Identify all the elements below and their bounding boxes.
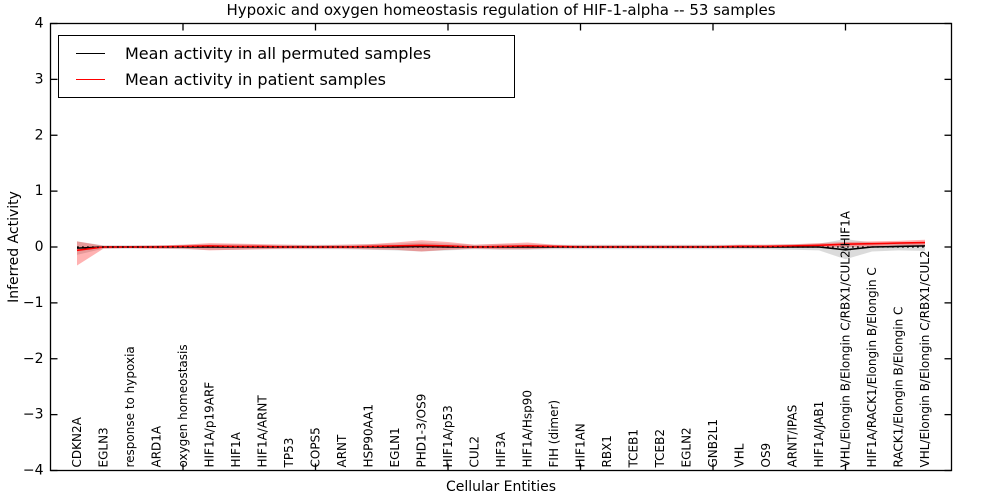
x-tick-label: VHL/Elongin B/Elongin C/RBX1/CUL2/HIF1A xyxy=(839,210,853,467)
patient-line-swatch xyxy=(76,79,105,81)
x-tick-label: ARNT/IPAS xyxy=(786,405,800,468)
x-tick-label: HIF1A/p19ARF xyxy=(203,382,217,468)
chart-title: Hypoxic and oxygen homeostasis regulatio… xyxy=(226,1,776,19)
x-tick-label: response to hypoxia xyxy=(123,346,137,467)
y-tick-label: 3 xyxy=(35,71,44,87)
band-permuted-samples-spread xyxy=(77,239,925,260)
x-tick-label: HSP90AA1 xyxy=(362,404,376,468)
x-tick-label: FIH (dimer) xyxy=(547,400,561,468)
x-tick-label: HIF1A/p53 xyxy=(441,405,455,467)
x-tick-label: HIF1A/ARNT xyxy=(256,395,270,468)
x-tick-label: VHL/Elongin B/Elongin C/RBX1/CUL2 xyxy=(918,250,932,467)
x-tick-label: RBX1 xyxy=(600,435,614,467)
x-tick-label: EGLN2 xyxy=(680,427,694,467)
x-tick-label: OS9 xyxy=(759,443,773,468)
x-tick-label: TCEB1 xyxy=(627,429,641,468)
x-tick-label: HIF1A xyxy=(229,431,243,467)
x-tick-label: EGLN1 xyxy=(388,427,402,467)
x-tick-label: COPS5 xyxy=(309,427,323,467)
y-tick-label: −1 xyxy=(23,295,44,311)
y-tick-label: −4 xyxy=(23,463,44,479)
x-tick-label: oxygen homeostasis xyxy=(176,344,190,467)
y-tick-label: −3 xyxy=(23,407,44,423)
x-tick-label: HIF1A/JAB1 xyxy=(812,401,826,468)
y-tick-label: −2 xyxy=(23,351,44,367)
x-tick-label: TCEB2 xyxy=(653,429,667,468)
x-axis-label: Cellular Entities xyxy=(445,479,557,495)
y-axis-label: Inferred Activity xyxy=(6,191,22,303)
x-tick-label: HIF1A/Hsp90 xyxy=(521,390,535,468)
x-tick-label: GNB2L1 xyxy=(706,419,720,467)
x-tick-label: CDKN2A xyxy=(70,416,84,467)
permuted-line-swatch xyxy=(76,52,105,54)
y-tick-label: 2 xyxy=(35,127,44,143)
legend-entry-patient: Mean activity in patient samples xyxy=(59,71,514,89)
y-tick-label: 4 xyxy=(35,16,44,32)
legend-label-patient: Mean activity in patient samples xyxy=(125,69,386,89)
x-tick-label: VHL xyxy=(733,443,747,467)
x-tick-label: CUL2 xyxy=(468,436,482,467)
x-tick-label: ARNT xyxy=(335,434,349,468)
legend-entry-permuted: Mean activity in all permuted samples xyxy=(59,43,514,63)
x-tick-label: RACK1/Elongin B/Elongin C xyxy=(892,307,906,468)
x-tick-label: EGLN3 xyxy=(97,427,111,467)
band-patient-samples-spread xyxy=(77,239,925,266)
x-tick-label: HIF1AN xyxy=(574,423,588,467)
x-tick-label: TP53 xyxy=(282,438,296,469)
x-tick-label: PHD1-3/OS9 xyxy=(415,394,429,468)
legend-label-permuted: Mean activity in all permuted samples xyxy=(125,43,432,63)
x-tick-label: ARD1A xyxy=(150,425,164,467)
x-tick-label: HIF3A xyxy=(494,431,508,467)
y-tick-label: 1 xyxy=(35,183,44,199)
y-tick-label: 0 xyxy=(35,239,44,255)
legend: Mean activity in all permuted samples Me… xyxy=(58,35,515,98)
series-line-patient xyxy=(76,241,926,252)
x-tick-label: HIF1A/RACK1/Elongin B/Elongin C xyxy=(865,267,879,467)
